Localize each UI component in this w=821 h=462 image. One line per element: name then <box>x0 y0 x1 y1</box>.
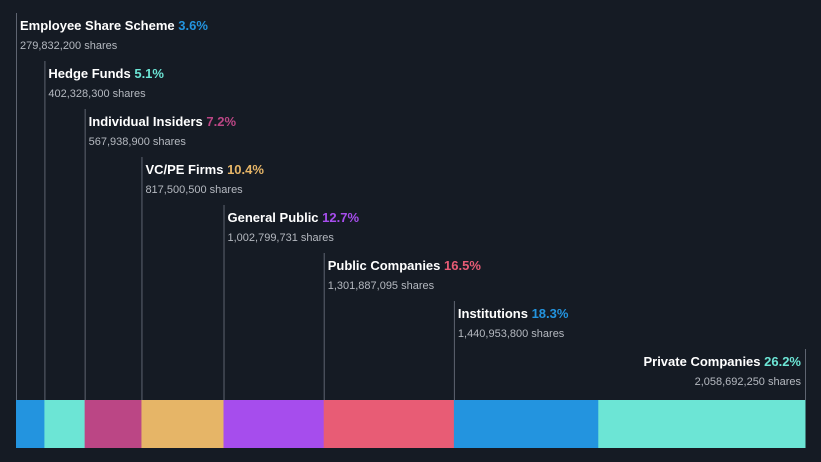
bar-segment-employee-share-scheme <box>16 400 45 448</box>
shares-label-institutions: 1,440,953,800 shares <box>458 328 565 340</box>
category-name: VC/PE Firms <box>145 162 227 177</box>
segment-label-general-public: General Public 12.7% <box>228 210 360 225</box>
shares-label-employee-share-scheme: 279,832,200 shares <box>20 40 118 52</box>
category-name: Hedge Funds <box>48 66 134 81</box>
shares-label-private-companies: 2,058,692,250 shares <box>695 376 802 388</box>
bar-segment-individual-insiders <box>84 400 142 448</box>
segment-label-individual-insiders: Individual Insiders 7.2% <box>89 114 237 129</box>
percent-label: 5.1% <box>134 66 164 81</box>
bar-segment-private-companies <box>598 400 806 448</box>
bar-segment-vc-pe-firms <box>141 400 225 448</box>
segment-label-institutions: Institutions 18.3% <box>458 306 569 321</box>
shares-label-public-companies: 1,301,887,095 shares <box>328 280 435 292</box>
stacked-bar <box>16 400 806 448</box>
shares-label-hedge-funds: 402,328,300 shares <box>48 88 146 100</box>
segment-label-public-companies: Public Companies 16.5% <box>328 258 482 273</box>
category-name: Institutions <box>458 306 532 321</box>
segment-labels: Employee Share Scheme 3.6% 279,832,200 sh… <box>20 18 801 388</box>
percent-label: 3.6% <box>178 18 208 33</box>
leader-lines <box>16 13 806 400</box>
category-name: Individual Insiders <box>89 114 207 129</box>
segment-label-employee-share-scheme: Employee Share Scheme 3.6% <box>20 18 208 33</box>
category-name: General Public <box>228 210 323 225</box>
percent-label: 7.2% <box>206 114 236 129</box>
percent-label: 10.4% <box>227 162 264 177</box>
shares-label-individual-insiders: 567,938,900 shares <box>89 136 187 148</box>
category-name: Employee Share Scheme <box>20 18 178 33</box>
percent-label: 26.2% <box>764 354 801 369</box>
category-name: Public Companies <box>328 258 444 273</box>
segment-label-vc-pe-firms: VC/PE Firms 10.4% <box>145 162 264 177</box>
shares-label-vc-pe-firms: 817,500,500 shares <box>145 184 243 196</box>
bar-segment-general-public <box>223 400 325 448</box>
shares-label-general-public: 1,002,799,731 shares <box>228 232 335 244</box>
percent-label: 16.5% <box>444 258 481 273</box>
segment-label-hedge-funds: Hedge Funds 5.1% <box>48 66 164 81</box>
percent-label: 12.7% <box>322 210 359 225</box>
percent-label: 18.3% <box>532 306 569 321</box>
bar-segment-public-companies <box>323 400 455 448</box>
bar-segment-hedge-funds <box>44 400 86 448</box>
segment-label-private-companies: Private Companies 26.2% <box>643 354 801 369</box>
category-name: Private Companies <box>643 354 764 369</box>
bar-segment-institutions <box>453 400 599 448</box>
